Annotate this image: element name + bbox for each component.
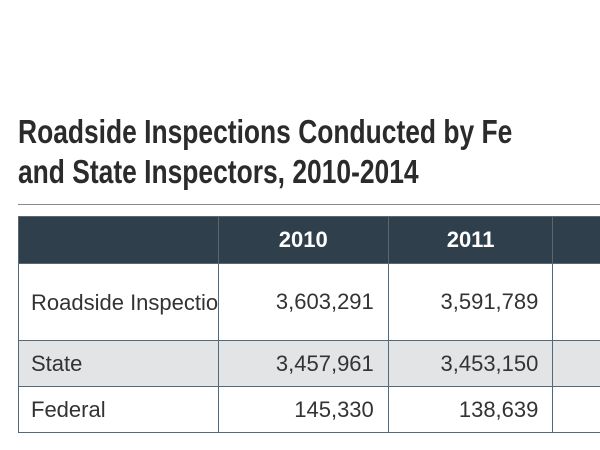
column-header: 2010: [217, 216, 389, 264]
table-cell: 145,330: [217, 386, 389, 433]
table-cell: 3,603,291: [217, 263, 389, 341]
table-cell: 3,541,: [552, 263, 600, 341]
title-line: and State Inspectors, 2010-2014: [18, 153, 419, 190]
column-header: 2012: [552, 216, 600, 264]
table-cell: 3,453,150: [387, 340, 554, 387]
column-header: 2011: [387, 216, 554, 264]
table-cell: 138,: [552, 386, 600, 433]
header-corner: [18, 216, 219, 264]
title-rule: [18, 204, 600, 205]
title: Roadside Inspections Conducted by Fe and…: [18, 112, 512, 192]
row-label: State: [18, 340, 219, 387]
table-row: Roadside Inspections3,603,2913,591,7893,…: [18, 263, 600, 341]
table-cell: 138,639: [387, 386, 554, 433]
table-cell: 3,457,961: [217, 340, 389, 387]
data-table: 201020112012 Roadside Inspections3,603,2…: [18, 216, 600, 433]
row-label: Federal: [18, 386, 219, 433]
table-cell: 3,403,: [552, 340, 600, 387]
row-label: Roadside Inspections: [18, 263, 219, 341]
table-cell: 3,591,789: [387, 263, 554, 341]
title-line: Roadside Inspections Conducted by Fe: [18, 113, 513, 150]
header-row: 201020112012: [18, 216, 600, 264]
